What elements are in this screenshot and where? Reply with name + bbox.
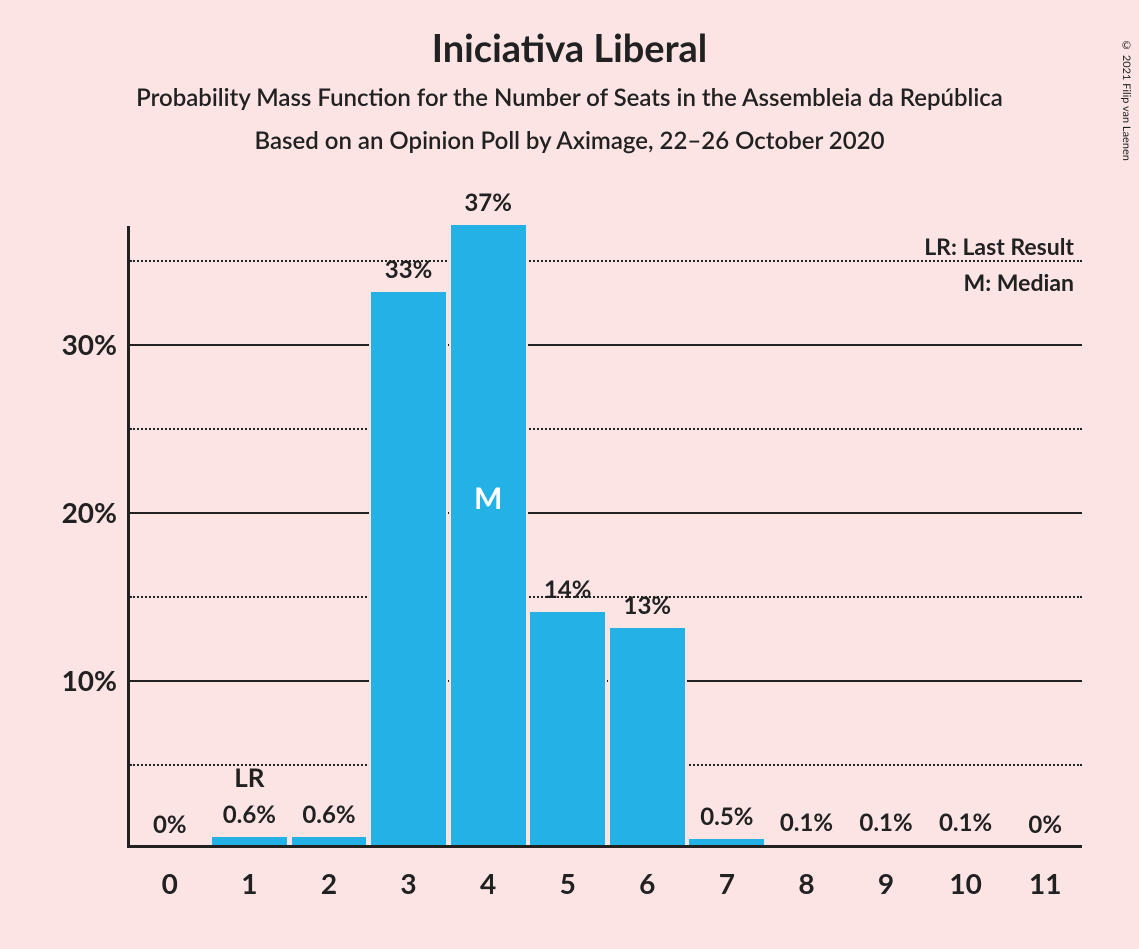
x-axis-tick-label: 1 [241,866,257,900]
bar-value-label: 14% [544,575,592,604]
bar-value-label: 0% [153,810,187,839]
bar [847,843,926,845]
x-axis-tick-label: 0 [162,866,178,900]
bar-value-label: 0% [1028,810,1062,839]
bar [767,843,846,845]
gridline-minor [130,596,1082,598]
bar-value-label: 0.1% [939,808,992,837]
y-axis-tick-label: 10% [62,663,117,697]
x-axis-tick-label: 7 [719,866,735,900]
y-axis-tick-label: 30% [62,327,117,361]
gridline-minor [130,428,1082,430]
x-axis-tick-label: 11 [1029,866,1061,900]
x-axis-tick-label: 3 [400,866,416,900]
bar-value-label: 13% [624,591,672,620]
bar [449,223,528,845]
x-axis-tick-label: 6 [639,866,655,900]
gridline-major [130,344,1082,346]
bar-value-label: 0.5% [700,802,753,831]
bar-value-label: 0.6% [302,800,355,829]
bar-value-label: 0.6% [223,800,276,829]
x-axis-tick-label: 5 [560,866,576,900]
bar-value-label: 0.1% [780,808,833,837]
legend-m: M: Median [964,268,1074,296]
copyright-text: © 2021 Filip van Laenen [1120,39,1133,161]
chart-main-title: Iniciativa Liberal [0,25,1139,71]
x-axis-tick-label: 2 [321,866,337,900]
chart-subtitle-1: Probability Mass Function for the Number… [0,83,1139,112]
chart-plot-area: 0%00.6%10.6%233%337%414%513%60.5%70.1%80… [127,226,1082,848]
gridline-major [130,512,1082,514]
bar [926,843,1005,845]
bar [528,610,607,845]
y-axis-tick-label: 20% [62,495,117,529]
x-axis-tick-label: 10 [949,866,981,900]
x-axis-tick-label: 4 [480,866,496,900]
bar [608,626,687,845]
bar [687,837,766,845]
bar-value-label: 33% [385,255,433,284]
x-axis-tick-label: 8 [798,866,814,900]
legend-lr: LR: Last Result [924,232,1074,260]
bar-value-label: 0.1% [859,808,912,837]
median-annotation: M [474,480,502,516]
bar [369,290,448,845]
x-axis-tick-label: 9 [878,866,894,900]
bar [290,835,369,845]
plot-box: 0%00.6%10.6%233%337%414%513%60.5%70.1%80… [127,226,1082,848]
bar-value-label: 37% [464,188,512,217]
chart-subtitle-2: Based on an Opinion Poll by Aximage, 22–… [0,126,1139,155]
lr-annotation: LR [234,761,264,793]
bar [210,835,289,845]
